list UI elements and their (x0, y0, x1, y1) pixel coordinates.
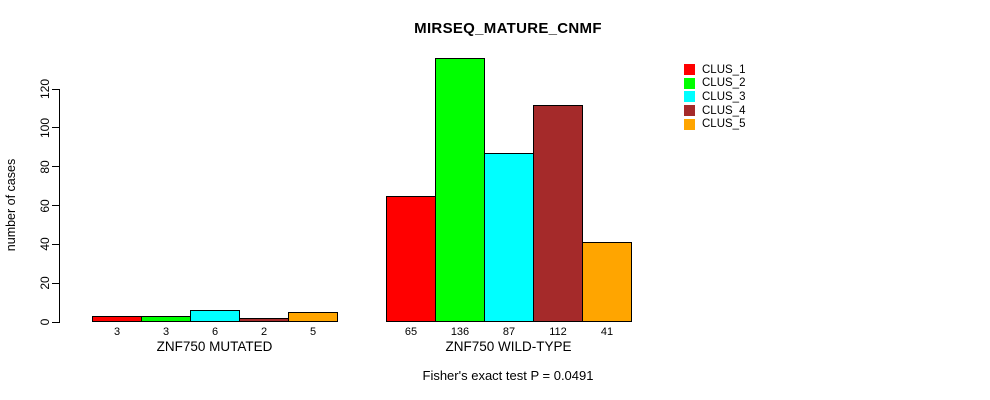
y-tick-label: 80 (38, 159, 52, 174)
bar-clus_4 (239, 318, 289, 322)
y-tick (52, 321, 60, 323)
bar-value-label: 5 (309, 326, 317, 338)
bar-clus_3 (484, 153, 534, 322)
y-tick-label: 120 (38, 78, 52, 100)
group-label: ZNF750 MUTATED (156, 339, 273, 354)
legend-swatch-clus_4 (684, 105, 695, 117)
y-tick (52, 166, 60, 168)
bar-value-label: 2 (260, 326, 268, 338)
bar-clus_1 (386, 196, 436, 322)
y-tick (52, 88, 60, 90)
y-tick-label: 20 (38, 276, 52, 290)
bar-value-label: 3 (162, 326, 170, 338)
y-tick (52, 282, 60, 284)
chart-title: MIRSEQ_MATURE_CNMF (414, 20, 602, 37)
bar-clus_3 (190, 310, 240, 322)
y-tick-label: 40 (38, 237, 52, 252)
legend-item-label: CLUS_1 (702, 63, 746, 76)
bar-value-label: 41 (600, 326, 614, 338)
footnote: Fisher's exact test P = 0.0491 (422, 368, 594, 383)
y-axis-label: number of cases (4, 158, 18, 252)
bar-value-label: 6 (211, 326, 219, 338)
bar-clus_2 (141, 316, 191, 322)
bar-clus_2 (435, 58, 485, 322)
bar-value-label: 87 (502, 326, 516, 338)
legend: CLUS_1 CLUS_2 CLUS_3 CLUS_4 CLUS_5 (684, 64, 804, 134)
bar-value-label: 136 (450, 326, 470, 338)
bar-clus_1 (92, 316, 142, 322)
legend-swatch-clus_2 (684, 77, 695, 89)
legend-item-label: CLUS_2 (702, 77, 746, 90)
legend-item-label: CLUS_5 (702, 118, 746, 131)
y-tick-label: 100 (38, 117, 52, 138)
legend-swatch-clus_5 (684, 118, 695, 130)
y-tick-label: 0 (38, 318, 52, 326)
y-tick (52, 243, 60, 245)
y-tick (52, 127, 60, 129)
legend-item-label: CLUS_4 (702, 104, 746, 117)
y-tick (52, 205, 60, 206)
bar-clus_4 (533, 105, 583, 322)
bar-clus_5 (288, 312, 338, 322)
legend-swatch-clus_3 (684, 91, 695, 103)
group-label: ZNF750 WILD-TYPE (445, 339, 572, 354)
bar-clus_5 (582, 242, 632, 322)
y-tick-label: 60 (38, 198, 52, 213)
bar-value-label: 3 (113, 326, 121, 338)
legend-swatch-clus_1 (684, 64, 695, 75)
bar-value-label: 65 (404, 326, 418, 338)
legend-item-label: CLUS_3 (702, 90, 746, 103)
bar-value-label: 112 (549, 326, 567, 338)
y-axis-line (59, 89, 60, 323)
